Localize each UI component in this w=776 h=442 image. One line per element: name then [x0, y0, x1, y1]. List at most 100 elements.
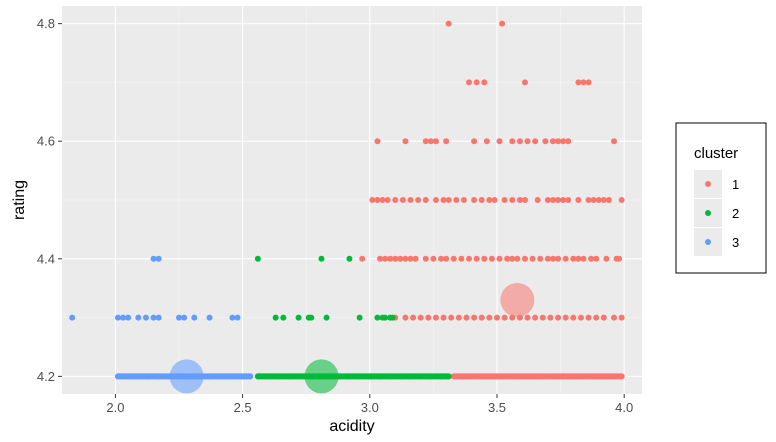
cluster-1-point	[399, 197, 406, 203]
cluster-1-point	[455, 314, 462, 321]
cluster-3-point	[181, 314, 188, 321]
cluster-1-point	[422, 138, 429, 145]
cluster-3-point	[216, 373, 223, 380]
cluster-1-point	[397, 255, 404, 262]
cluster-1-point	[387, 255, 394, 262]
cluster-2-point	[356, 314, 363, 321]
centroid-markers	[169, 282, 535, 394]
cluster-2-point	[374, 314, 381, 321]
cluster-1-point	[466, 255, 473, 262]
cluster-1-point	[448, 314, 455, 321]
cluster-1-point	[570, 373, 577, 380]
cluster-3-point	[155, 314, 162, 321]
cluster-3-point	[150, 314, 157, 321]
cluster-2-point	[272, 314, 279, 321]
cluster-1-point	[611, 314, 618, 321]
cluster-1-point	[427, 138, 434, 145]
cluster-1-point	[600, 314, 607, 321]
cluster-3-point	[142, 314, 149, 321]
cluster-2-point	[427, 373, 434, 380]
x-axis-title: acidity	[329, 418, 374, 435]
cluster-2-point	[407, 373, 414, 380]
cluster-1-point	[509, 255, 516, 262]
cluster-1-point	[585, 314, 592, 321]
cluster-2-point	[275, 373, 282, 380]
cluster-1-point	[611, 138, 618, 145]
cluster-1-point	[593, 314, 600, 321]
cluster-3-point	[191, 314, 198, 321]
cluster-1-point	[410, 314, 417, 321]
cluster-2-point	[295, 373, 302, 380]
cluster-1-point	[450, 255, 457, 262]
cluster-1-point	[547, 314, 554, 321]
cluster-1-centroid	[500, 282, 535, 317]
cluster-1-point	[519, 373, 526, 380]
cluster-1-point	[376, 255, 383, 262]
cluster-1-point	[486, 197, 493, 203]
cluster-1-point	[529, 255, 536, 262]
cluster-2-point	[389, 314, 396, 321]
cluster-1-point	[504, 255, 511, 262]
cluster-2-point	[318, 255, 325, 262]
cluster-2-point	[397, 373, 404, 380]
cluster-1-point	[415, 197, 422, 203]
cluster-1-point	[555, 197, 562, 203]
cluster-1-point	[374, 138, 381, 145]
cluster-2-point	[308, 314, 315, 321]
cluster-1-point	[402, 255, 409, 262]
cluster-1-point	[496, 138, 503, 145]
legend-label-2: 2	[732, 206, 739, 221]
cluster-1-point	[539, 314, 546, 321]
cluster-1-point	[481, 79, 488, 86]
y-axis: 4.2 4.4 4.6 4.8	[37, 16, 62, 384]
cluster-1-point	[468, 373, 475, 380]
cluster-2-point	[445, 373, 452, 380]
y-axis-title: rating	[11, 180, 28, 220]
legend-label-1: 1	[732, 177, 739, 192]
cluster-1-point	[590, 197, 597, 203]
cluster-1-point	[445, 20, 452, 27]
cluster-1-point	[534, 197, 541, 203]
cluster-1-point	[539, 373, 546, 380]
cluster-1-point	[524, 314, 531, 321]
cluster-1-point	[521, 255, 528, 262]
data-points	[69, 20, 625, 380]
cluster-1-point	[481, 255, 488, 262]
cluster-1-point	[611, 373, 618, 380]
y-tick-label: 4.2	[37, 369, 55, 384]
cluster-1-point	[483, 138, 490, 145]
cluster-1-point	[521, 197, 528, 203]
cluster-1-point	[450, 373, 457, 380]
cluster-1-point	[544, 197, 551, 203]
cluster-3-point	[155, 255, 162, 262]
cluster-3-point	[247, 373, 254, 380]
cluster-1-point	[570, 255, 577, 262]
cluster-1-point	[432, 138, 439, 145]
cluster-2-point	[285, 373, 292, 380]
cluster-2-point	[254, 255, 261, 262]
cluster-1-point	[570, 314, 577, 321]
cluster-1-point	[471, 314, 478, 321]
cluster-1-point	[407, 255, 414, 262]
cluster-1-point	[443, 138, 450, 145]
cluster-1-point	[417, 314, 424, 321]
cluster-1-point	[509, 197, 516, 203]
cluster-2-point	[438, 373, 445, 380]
cluster-1-point	[491, 197, 498, 203]
x-tick-label: 2.0	[106, 400, 124, 415]
cluster-1-point	[560, 138, 567, 145]
cluster-1-point	[577, 314, 584, 321]
cluster-1-point	[471, 197, 478, 203]
cluster-1-point	[616, 255, 623, 262]
cluster-3-point	[114, 314, 121, 321]
cluster-1-point	[402, 138, 409, 145]
cluster-3-point	[206, 314, 213, 321]
legend-title: cluster	[694, 145, 738, 162]
cluster-1-point	[524, 138, 531, 145]
cluster-2-point	[387, 373, 394, 380]
cluster-1-point	[544, 255, 551, 262]
cluster-1-point	[432, 197, 439, 203]
legend-key-1	[705, 181, 711, 187]
legend-key-3	[705, 239, 711, 245]
cluster-1-point	[575, 79, 582, 86]
